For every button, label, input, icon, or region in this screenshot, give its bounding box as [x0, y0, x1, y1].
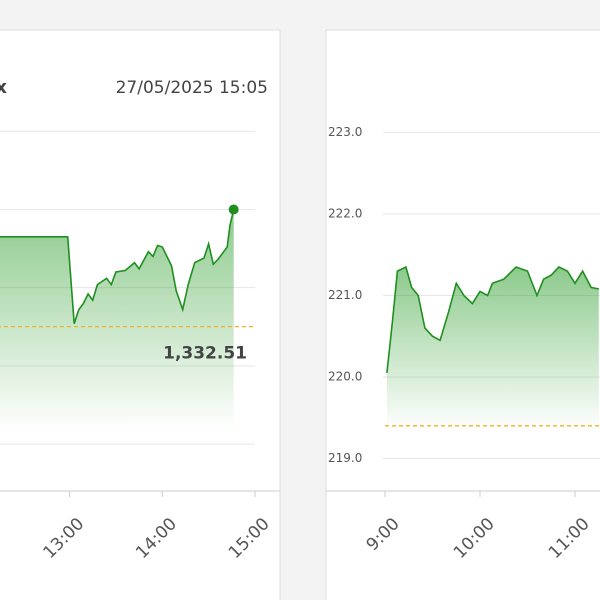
reference-label: 1,332.51: [163, 344, 247, 364]
y-tick-label: 219.0: [328, 451, 362, 465]
y-tick-label: 220.0: [328, 369, 362, 383]
line: [0, 209, 235, 324]
end-marker: [228, 204, 239, 215]
y-tick-label: 221.0: [328, 288, 362, 302]
timestamp: 27/05/2025 15:05: [116, 78, 268, 98]
chart-title: x: [0, 77, 7, 98]
y-tick-label: 223.0: [328, 125, 362, 139]
line: [386, 265, 599, 373]
area: [386, 267, 599, 430]
area: [0, 209, 234, 430]
y-tick-label: 222.0: [328, 207, 362, 221]
